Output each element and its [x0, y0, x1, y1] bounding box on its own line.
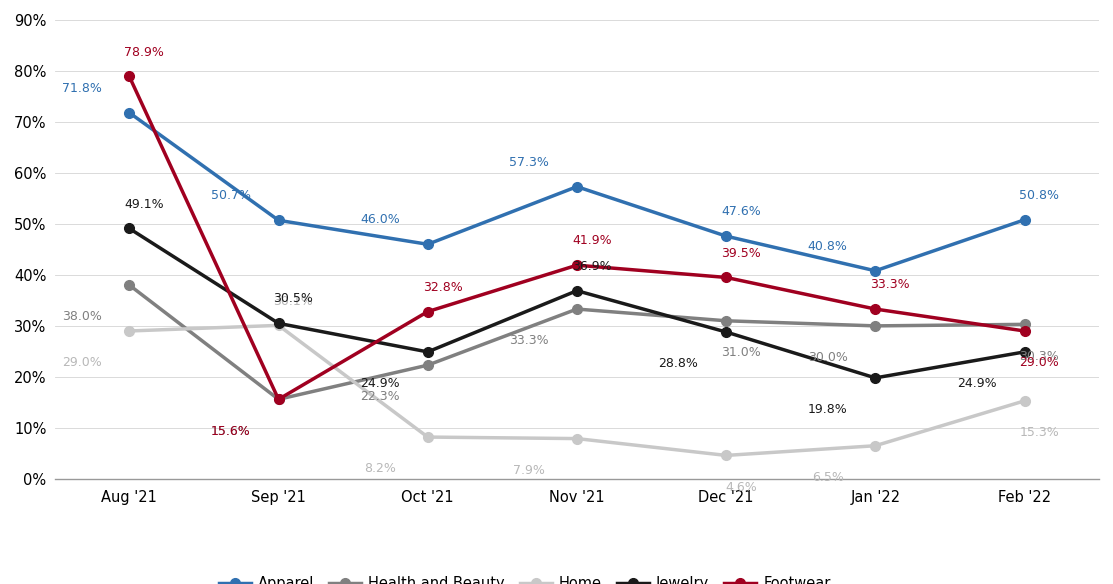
Apparel: [868, 267, 881, 274]
Footwear: [1017, 328, 1031, 335]
Text: 57.3%: 57.3%: [510, 156, 549, 169]
Jewelry: [570, 287, 583, 294]
Home: [1017, 397, 1031, 404]
Footwear: [272, 396, 285, 403]
Text: 49.1%: 49.1%: [125, 197, 164, 211]
Line: Home: Home: [125, 321, 1030, 460]
Text: 30.1%: 30.1%: [274, 294, 314, 308]
Text: 32.8%: 32.8%: [423, 281, 463, 294]
Text: 36.9%: 36.9%: [572, 260, 612, 273]
Footwear: [868, 305, 881, 312]
Text: 4.6%: 4.6%: [726, 481, 757, 493]
Text: 78.9%: 78.9%: [125, 46, 165, 58]
Jewelry: [719, 328, 732, 335]
Text: 15.6%: 15.6%: [210, 425, 250, 437]
Health and Beauty: [272, 396, 285, 403]
Line: Jewelry: Jewelry: [125, 224, 1030, 383]
Apparel: [719, 232, 732, 239]
Apparel: [272, 217, 285, 224]
Jewelry: [122, 225, 136, 232]
Legend: Apparel, Health and Beauty, Home, Jewelry, Footwear: Apparel, Health and Beauty, Home, Jewelr…: [219, 576, 830, 584]
Health and Beauty: [719, 317, 732, 324]
Line: Apparel: Apparel: [125, 108, 1030, 276]
Home: [719, 452, 732, 459]
Text: 6.5%: 6.5%: [811, 471, 844, 484]
Text: 47.6%: 47.6%: [721, 205, 761, 218]
Text: 50.8%: 50.8%: [1020, 189, 1060, 202]
Text: 33.3%: 33.3%: [510, 334, 549, 347]
Footwear: [421, 308, 434, 315]
Home: [272, 322, 285, 329]
Apparel: [570, 183, 583, 190]
Jewelry: [272, 320, 285, 327]
Apparel: [122, 109, 136, 116]
Home: [122, 328, 136, 335]
Text: 46.0%: 46.0%: [361, 213, 400, 227]
Text: 24.9%: 24.9%: [957, 377, 996, 390]
Text: 50.7%: 50.7%: [210, 189, 250, 203]
Health and Beauty: [1017, 321, 1031, 328]
Text: 33.3%: 33.3%: [870, 278, 910, 291]
Text: 29.0%: 29.0%: [1020, 356, 1060, 369]
Text: 30.5%: 30.5%: [274, 293, 314, 305]
Jewelry: [1017, 349, 1031, 356]
Text: 41.9%: 41.9%: [572, 234, 612, 248]
Text: 7.9%: 7.9%: [513, 464, 545, 477]
Apparel: [1017, 216, 1031, 223]
Line: Footwear: Footwear: [125, 72, 1030, 404]
Text: 31.0%: 31.0%: [721, 346, 761, 359]
Text: 29.0%: 29.0%: [61, 356, 101, 369]
Footwear: [122, 73, 136, 80]
Text: 24.9%: 24.9%: [361, 377, 400, 390]
Line: Health and Beauty: Health and Beauty: [125, 280, 1030, 404]
Text: 40.8%: 40.8%: [808, 240, 847, 253]
Health and Beauty: [570, 305, 583, 312]
Text: 15.6%: 15.6%: [210, 425, 250, 437]
Footwear: [719, 274, 732, 281]
Text: 19.8%: 19.8%: [808, 403, 847, 416]
Text: 22.3%: 22.3%: [361, 390, 400, 404]
Jewelry: [421, 349, 434, 356]
Health and Beauty: [868, 322, 881, 329]
Footwear: [570, 262, 583, 269]
Health and Beauty: [421, 361, 434, 369]
Text: 30.3%: 30.3%: [1020, 350, 1060, 363]
Text: 39.5%: 39.5%: [721, 246, 761, 259]
Apparel: [421, 241, 434, 248]
Text: 30.0%: 30.0%: [808, 351, 847, 364]
Text: 71.8%: 71.8%: [61, 82, 101, 95]
Home: [868, 442, 881, 449]
Home: [570, 435, 583, 442]
Home: [421, 433, 434, 440]
Text: 38.0%: 38.0%: [61, 310, 101, 324]
Text: 8.2%: 8.2%: [364, 463, 396, 475]
Text: 28.8%: 28.8%: [659, 357, 698, 370]
Health and Beauty: [122, 281, 136, 288]
Jewelry: [868, 374, 881, 381]
Text: 15.3%: 15.3%: [1020, 426, 1060, 439]
